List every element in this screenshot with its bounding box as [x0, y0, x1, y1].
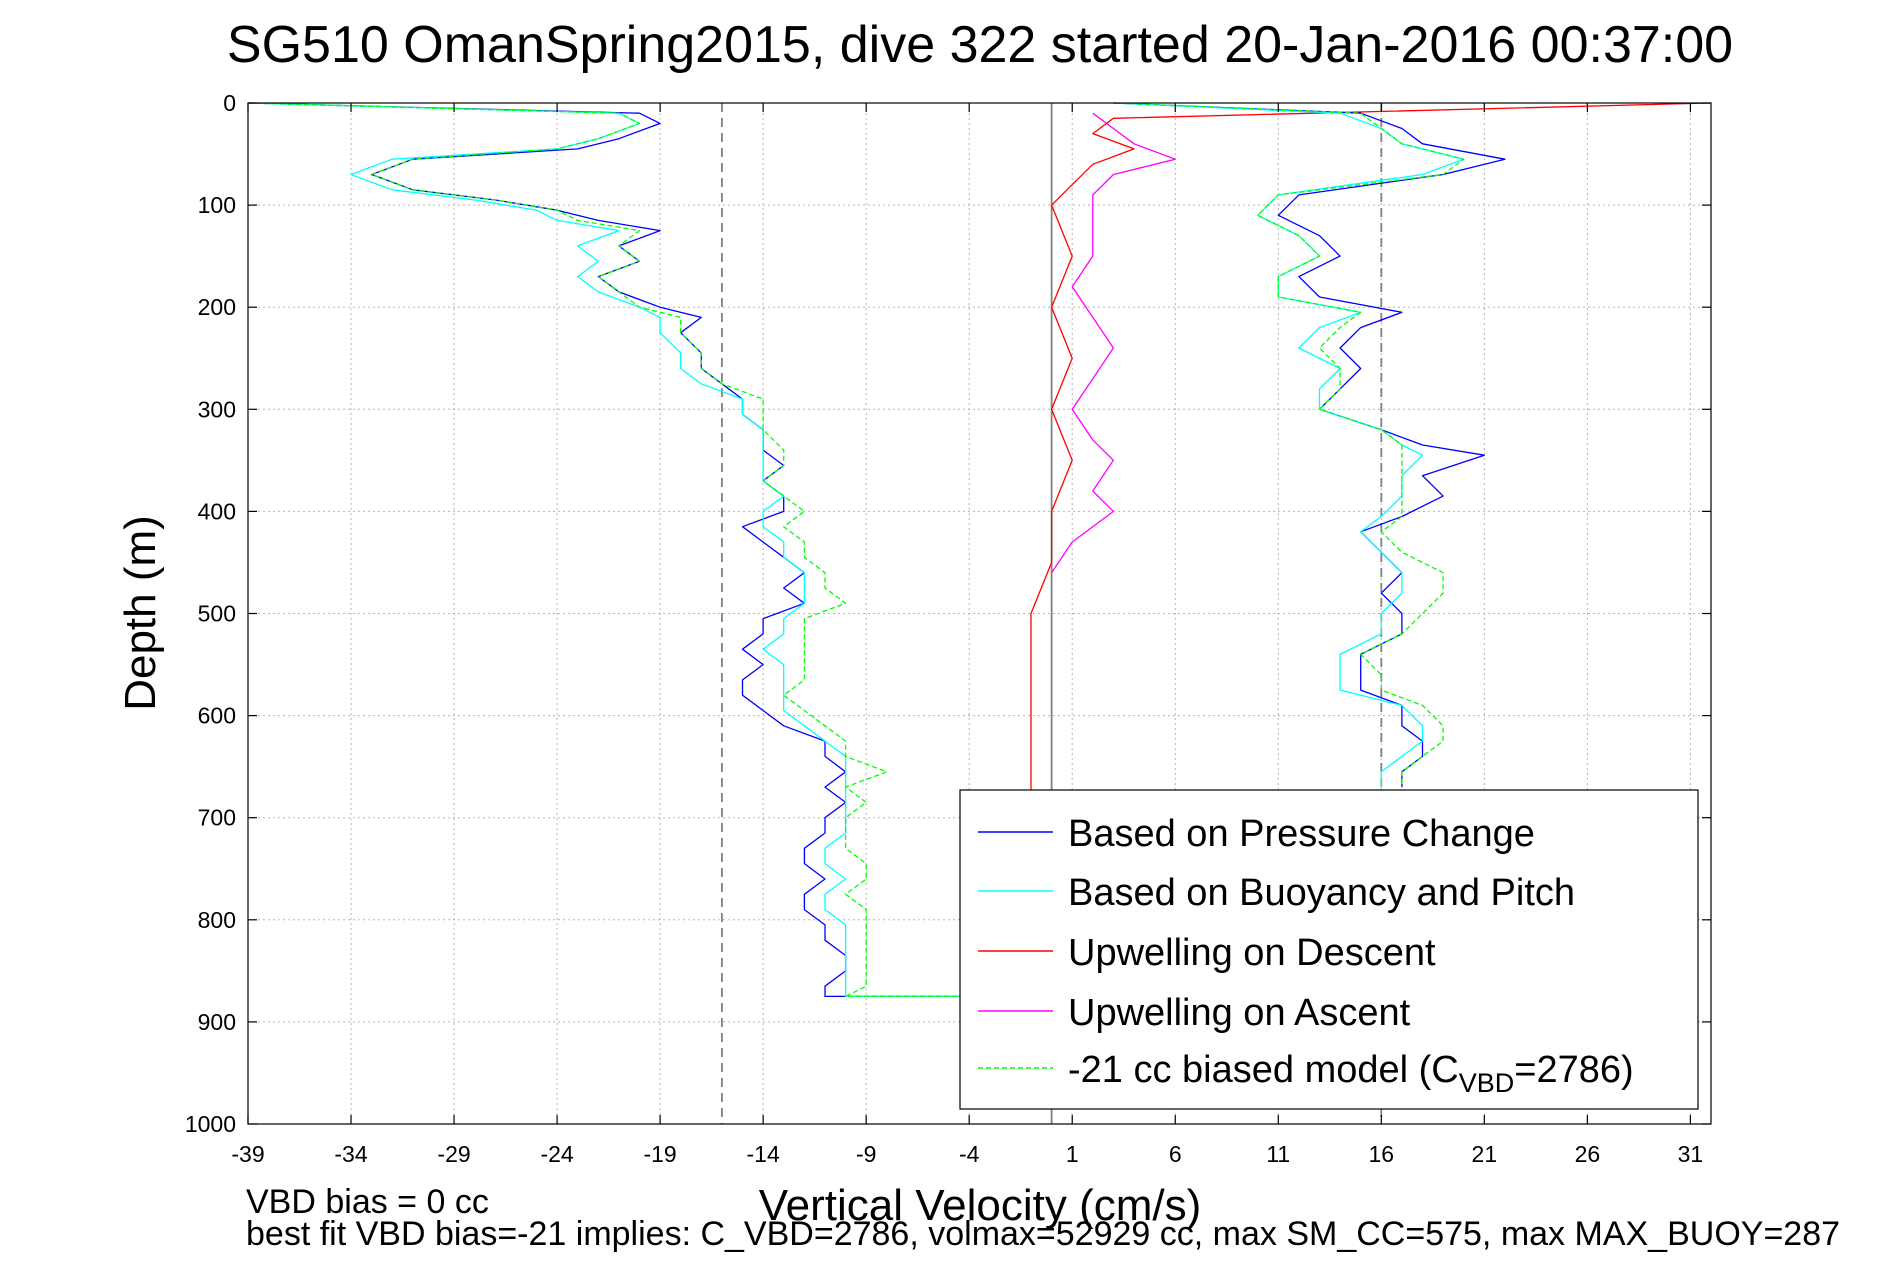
legend-label: Upwelling on Ascent — [1068, 992, 1411, 1034]
x-tick-label: 31 — [1678, 1141, 1704, 1167]
x-tick-label: -24 — [540, 1141, 573, 1167]
legend: Based on Pressure Change Based on Buoyanc… — [959, 789, 1699, 1110]
series-line — [247, 102, 1093, 998]
legend-label: Based on Pressure Change — [1068, 813, 1535, 855]
legend-box — [959, 789, 1699, 1110]
footer-line-2: best fit VBD bias=-21 implies: C_VBD=278… — [246, 1215, 1841, 1253]
x-tick-label: 21 — [1472, 1141, 1498, 1167]
series-line — [1113, 102, 1465, 788]
x-tick-label: -19 — [643, 1141, 676, 1167]
y-axis-label: Depth (m) — [116, 515, 165, 711]
legend-label: -21 cc biased model (CVBD=2786) — [1068, 1049, 1634, 1098]
data-series — [247, 102, 1712, 998]
y-tick-label: 400 — [198, 498, 236, 524]
y-tick-label: 500 — [198, 601, 236, 627]
series-line — [247, 102, 1093, 998]
x-tick-label: -39 — [231, 1141, 264, 1167]
y-tick-label: 700 — [198, 805, 236, 831]
axis-ticks: -39 -34 -29 -24 -19 -14 -9 -4 1 6 11 16 21 26 31010020… — [185, 90, 1711, 1167]
y-tick-label: 200 — [198, 294, 236, 320]
y-tick-label: 600 — [198, 703, 236, 729]
x-tick-label: 11 — [1266, 1141, 1290, 1167]
x-axis-label: Vertical Velocity (cm/s) — [759, 1181, 1202, 1230]
x-tick-label: -29 — [437, 1141, 470, 1167]
y-tick-label: 900 — [198, 1009, 236, 1035]
legend-label: Based on Buoyancy and Pitch — [1068, 872, 1575, 914]
series-line — [1030, 102, 1712, 798]
y-tick-label: 100 — [198, 192, 236, 218]
x-tick-label: -4 — [959, 1141, 980, 1167]
chart-title: SG510 OmanSpring2015, dive 322 started 2… — [227, 16, 1733, 74]
series-line — [247, 102, 1093, 998]
x-tick-label: 6 — [1169, 1141, 1182, 1167]
x-tick-label: 26 — [1575, 1141, 1601, 1167]
x-tick-label: -14 — [747, 1141, 780, 1167]
x-tick-label: -34 — [334, 1141, 367, 1167]
x-tick-label: 16 — [1369, 1141, 1395, 1167]
x-tick-label: 1 — [1066, 1141, 1079, 1167]
y-tick-label: 1000 — [185, 1111, 236, 1137]
series-line — [1113, 102, 1506, 788]
footer-line-1: VBD bias = 0 cc — [246, 1183, 489, 1221]
series-line — [1051, 112, 1176, 574]
y-tick-label: 800 — [198, 907, 236, 933]
x-tick-label: -9 — [856, 1141, 876, 1167]
legend-label: Upwelling on Descent — [1068, 932, 1436, 974]
footer: VBD bias = 0 cc best fit VBD bias=-21 im… — [0, 1180, 1891, 1262]
y-tick-label: 300 — [198, 396, 236, 422]
y-tick-label: 0 — [223, 90, 236, 116]
